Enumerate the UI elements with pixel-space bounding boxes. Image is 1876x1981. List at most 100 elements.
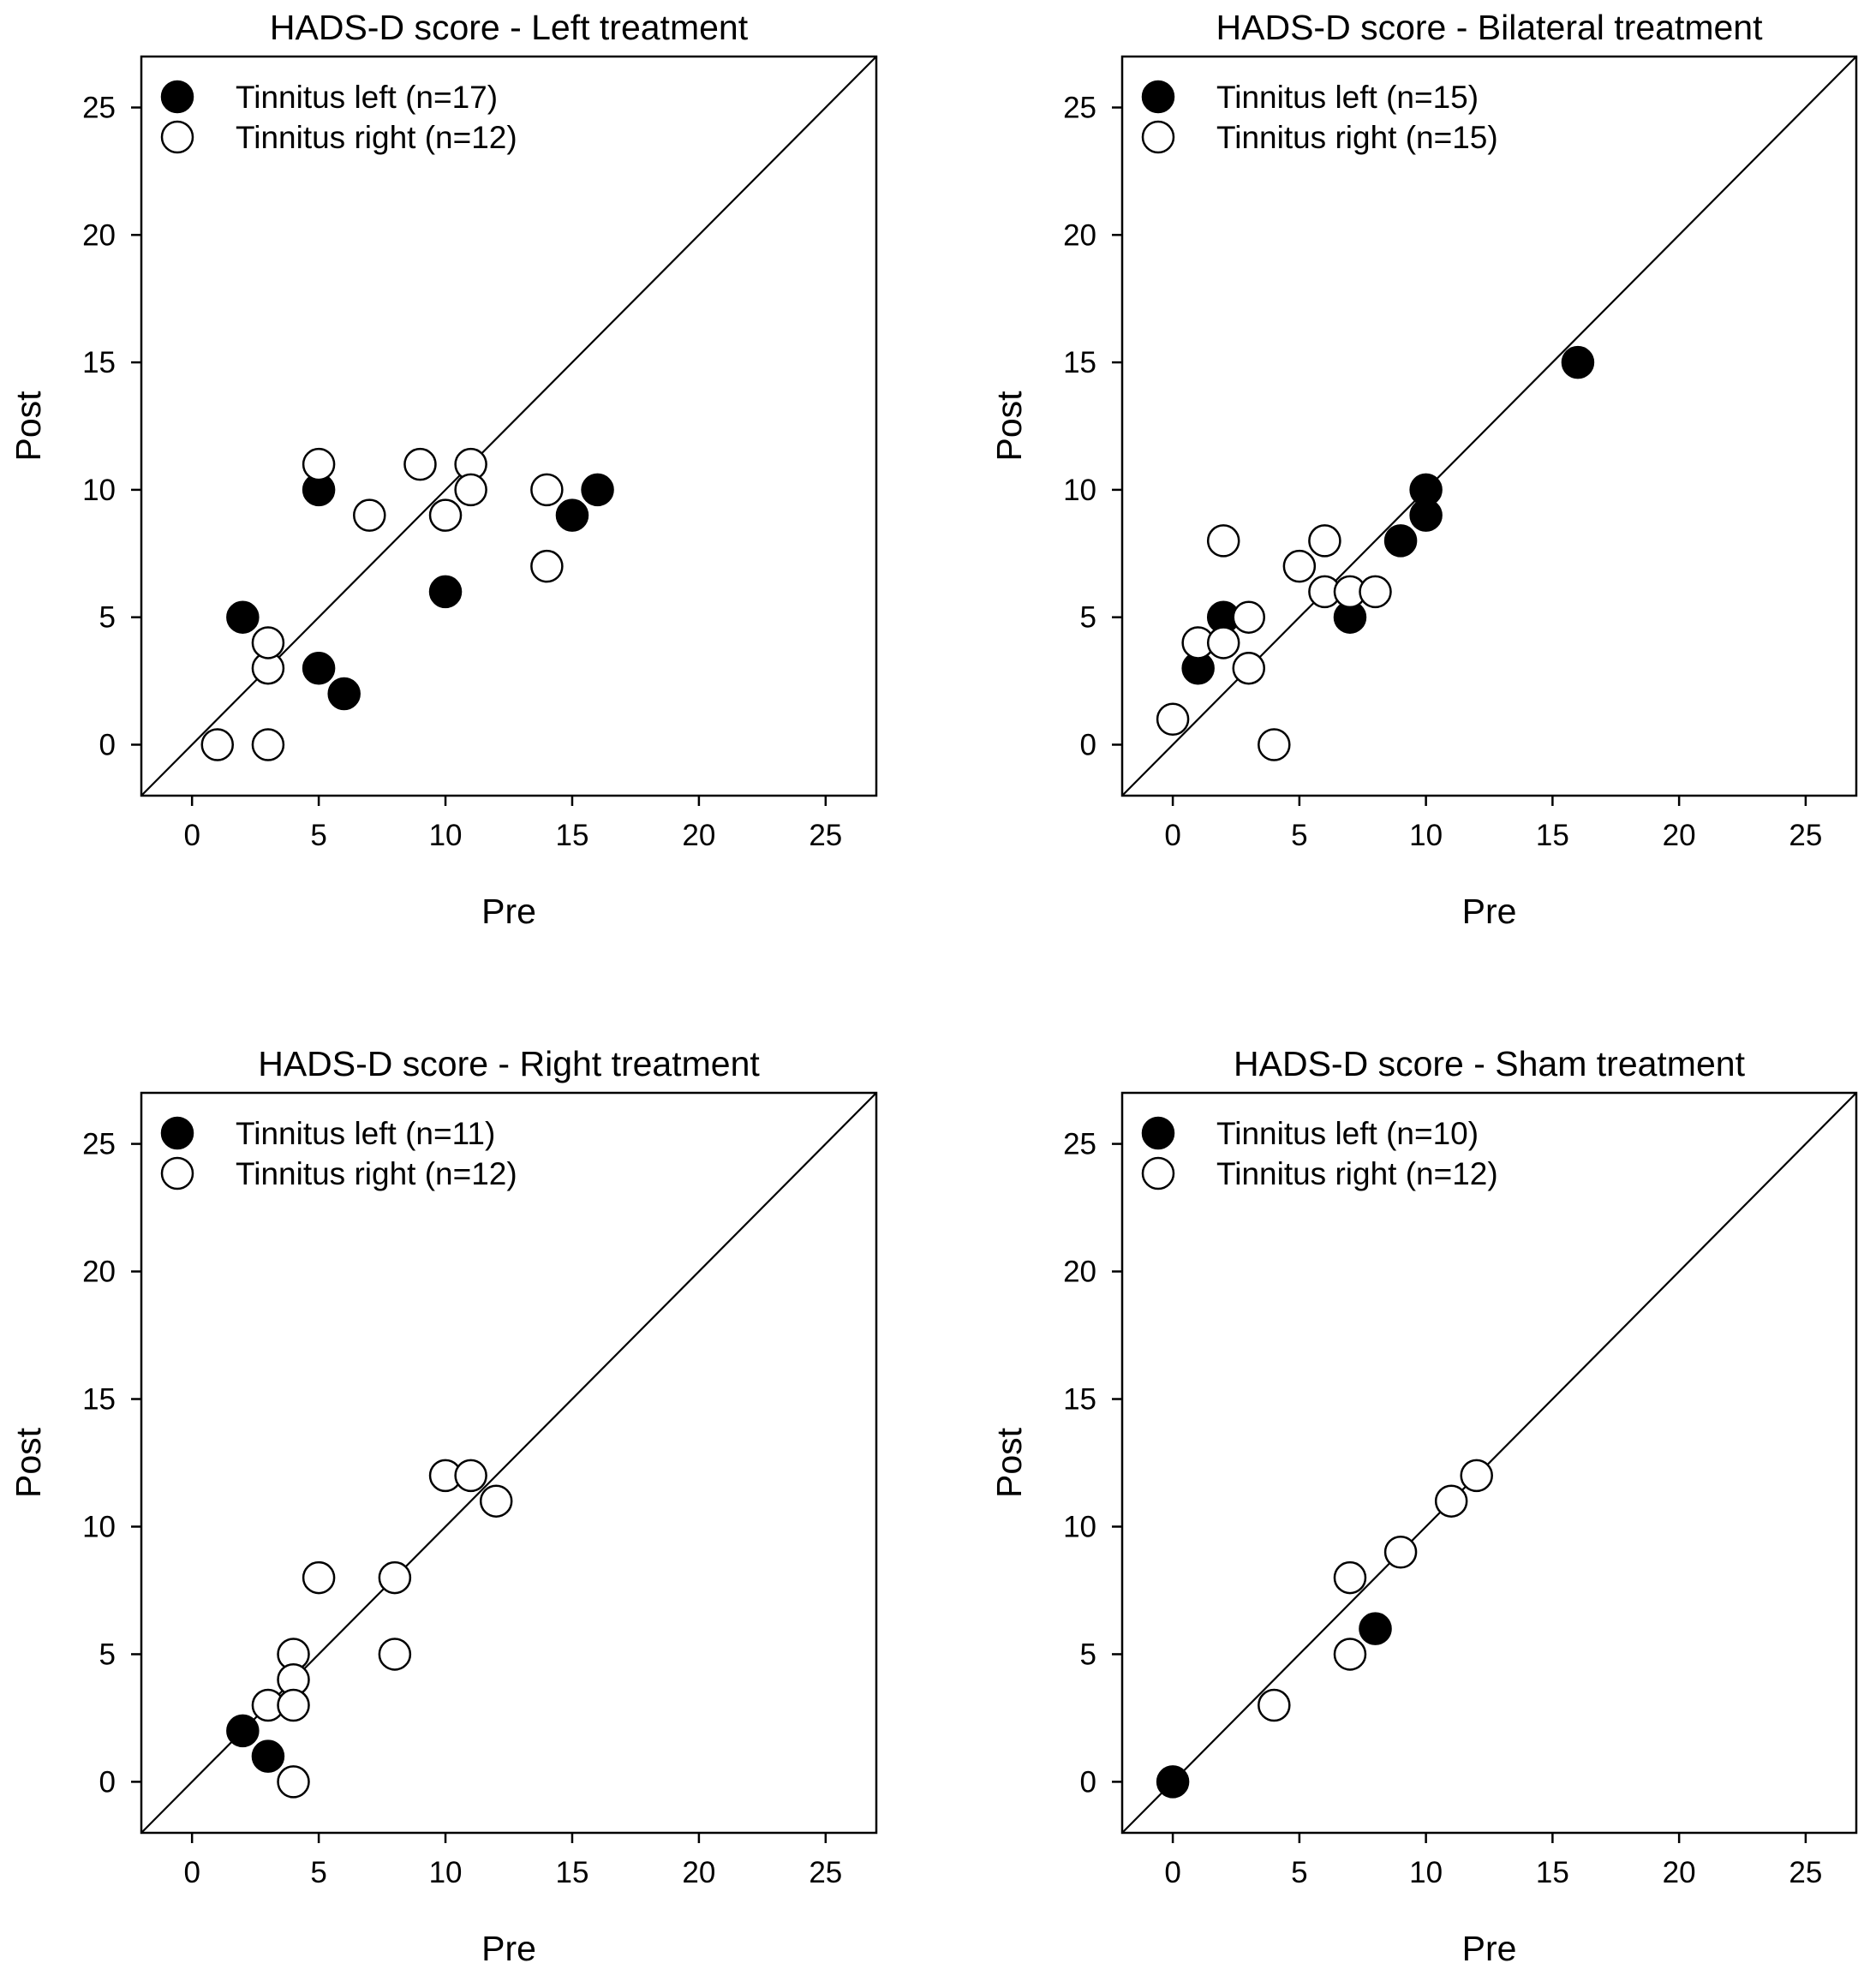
legend-label: Tinnitus left (n=15) xyxy=(1216,80,1479,115)
identity-line xyxy=(1121,56,1857,797)
chart-title: HADS-D score - Left treatment xyxy=(270,8,749,47)
plot-frame xyxy=(140,1091,878,1835)
y-tick-label: 15 xyxy=(1063,1383,1096,1417)
x-tick-label: 10 xyxy=(429,1856,463,1889)
y-tick-label: 5 xyxy=(99,1638,116,1671)
chart-title: HADS-D score - Bilateral treatment xyxy=(1216,8,1764,47)
y-tick-label: 5 xyxy=(99,601,116,635)
data-point-tinnitus-right xyxy=(1434,1484,1468,1518)
data-point-tinnitus-left xyxy=(1383,524,1418,558)
data-point-tinnitus-left xyxy=(555,498,589,532)
y-tick-label: 25 xyxy=(82,1128,116,1161)
y-tick-label: 0 xyxy=(1080,1765,1096,1799)
data-point-tinnitus-right xyxy=(251,728,285,761)
legend-label: Tinnitus left (n=11) xyxy=(236,1116,495,1151)
x-tick-label: 15 xyxy=(555,819,588,852)
x-tick-label: 0 xyxy=(1164,819,1180,852)
data-point-tinnitus-left xyxy=(1561,345,1595,379)
data-point-tinnitus-right xyxy=(1333,1638,1367,1671)
legend-label: Tinnitus left (n=17) xyxy=(236,80,498,115)
x-tick-label: 0 xyxy=(1164,1856,1180,1889)
y-tick-label: 0 xyxy=(99,728,116,761)
y-tick-label: 5 xyxy=(1080,1638,1096,1671)
data-point-tinnitus-left xyxy=(226,600,260,634)
y-tick-label: 0 xyxy=(1080,728,1096,761)
legend-label: Tinnitus right (n=12) xyxy=(236,1156,517,1191)
data-point-tinnitus-right xyxy=(378,1638,412,1671)
legend-label: Tinnitus left (n=10) xyxy=(1216,1116,1479,1151)
x-tick-label: 0 xyxy=(183,1856,200,1889)
y-tick-label: 15 xyxy=(82,1383,116,1417)
data-point-tinnitus-right xyxy=(200,728,235,761)
chart-panel-4: HADS-D score - Sham treatment 0 5 10 15 20 25 0… xyxy=(989,1044,1858,1968)
x-tick-label: 5 xyxy=(310,819,326,852)
data-point-tinnitus-left xyxy=(302,651,336,685)
plot-frame xyxy=(1120,1091,1858,1835)
legend-marker-tinnitus-left xyxy=(160,80,194,114)
y-tick-label: 10 xyxy=(82,1510,116,1543)
y-tick-label: 0 xyxy=(99,1765,116,1799)
data-point-tinnitus-left xyxy=(581,473,614,507)
data-point-tinnitus-right xyxy=(302,1560,336,1595)
plot-frame xyxy=(1120,55,1858,797)
legend-marker-tinnitus-left xyxy=(1141,80,1175,114)
x-tick-label: 25 xyxy=(809,819,842,852)
data-point-tinnitus-right xyxy=(403,447,437,481)
data-point-tinnitus-right xyxy=(479,1484,513,1518)
chart-panel-3: HADS-D score - Right treatment 0 5 10 15 20 25… xyxy=(9,1044,878,1968)
data-point-tinnitus-right xyxy=(1282,549,1317,583)
data-point-tinnitus-right xyxy=(1232,600,1266,634)
x-tick-label: 20 xyxy=(682,819,715,852)
chart-title: HADS-D score - Right treatment xyxy=(258,1044,760,1083)
x-tick-label: 0 xyxy=(183,819,200,852)
y-tick-label: 10 xyxy=(82,474,116,507)
x-tick-label: 10 xyxy=(429,819,463,852)
y-tick-label: 20 xyxy=(1063,1256,1096,1289)
data-point-tinnitus-right xyxy=(1258,1688,1291,1722)
data-point-tinnitus-right xyxy=(277,1688,310,1722)
x-tick-label: 15 xyxy=(1536,819,1569,852)
data-point-tinnitus-right xyxy=(454,473,487,507)
y-tick-label: 20 xyxy=(82,1256,116,1289)
y-axis-label: Post xyxy=(989,1427,1029,1498)
legend-marker-tinnitus-right xyxy=(160,120,194,154)
x-tick-label: 10 xyxy=(1409,1856,1443,1889)
legend-marker-tinnitus-right xyxy=(1141,1156,1175,1190)
data-point-tinnitus-left xyxy=(251,1739,285,1773)
y-axis-label: Post xyxy=(9,391,48,462)
data-point-tinnitus-right xyxy=(1333,1560,1367,1595)
x-tick-label: 15 xyxy=(1536,1856,1569,1889)
data-point-tinnitus-right xyxy=(1460,1459,1493,1493)
y-tick-label: 10 xyxy=(1063,474,1096,507)
identity-line xyxy=(140,56,877,797)
data-point-tinnitus-right xyxy=(1206,626,1240,659)
y-tick-label: 10 xyxy=(1063,1510,1096,1543)
legend-label: Tinnitus right (n=15) xyxy=(1216,120,1498,155)
data-point-tinnitus-right xyxy=(302,447,336,481)
data-point-tinnitus-right xyxy=(277,1765,310,1799)
x-tick-label: 20 xyxy=(1663,819,1696,852)
data-point-tinnitus-right xyxy=(1383,1536,1418,1569)
legend-marker-tinnitus-left xyxy=(1141,1116,1175,1150)
legend-marker-tinnitus-left xyxy=(160,1116,194,1150)
data-point-tinnitus-right xyxy=(1232,651,1266,685)
data-point-tinnitus-left xyxy=(1359,1612,1392,1645)
y-tick-label: 25 xyxy=(1063,1128,1096,1161)
x-tick-label: 25 xyxy=(809,1856,842,1889)
data-point-tinnitus-right xyxy=(530,549,564,583)
data-point-tinnitus-right xyxy=(530,473,564,507)
data-point-tinnitus-right xyxy=(378,1560,412,1595)
y-tick-label: 25 xyxy=(1063,92,1096,125)
data-point-tinnitus-left xyxy=(327,677,361,711)
chart-panel-1: HADS-D score - Left treatment 0 5 10 15 20 25 0… xyxy=(9,8,878,931)
identity-line xyxy=(1121,1092,1857,1834)
y-tick-label: 15 xyxy=(1063,346,1096,379)
x-axis-label: Pre xyxy=(481,892,536,931)
y-axis-label: Post xyxy=(989,391,1029,462)
x-tick-label: 20 xyxy=(1663,1856,1696,1889)
y-tick-label: 20 xyxy=(1063,218,1096,252)
data-point-tinnitus-left xyxy=(428,575,463,609)
legend-label: Tinnitus right (n=12) xyxy=(236,120,517,155)
data-point-tinnitus-left xyxy=(1409,498,1443,532)
x-tick-label: 5 xyxy=(310,1856,326,1889)
